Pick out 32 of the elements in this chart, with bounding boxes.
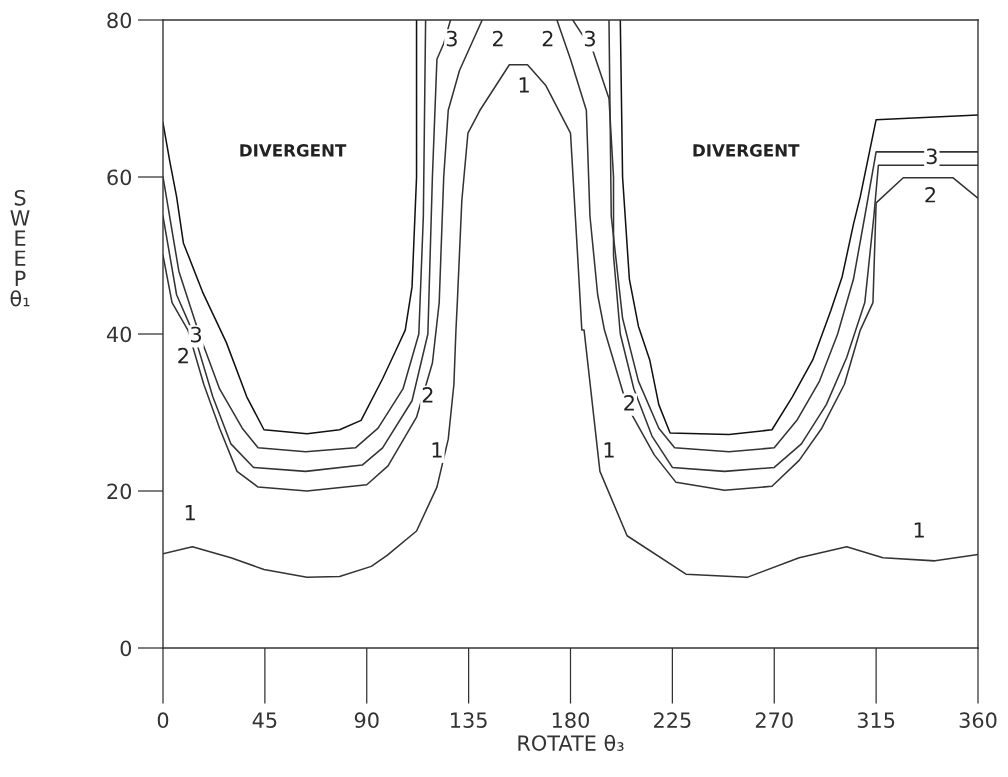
annotation: 1 (519, 77, 529, 93)
y-tick-label: 0 (120, 640, 132, 657)
annotation: 2 (624, 394, 634, 411)
x-tick-label: 135 (451, 712, 487, 729)
y-tick-label: 20 (107, 483, 132, 500)
y-tick-label: 80 (107, 12, 132, 29)
annotation: 1 (914, 522, 924, 538)
annotation: 1 (432, 442, 442, 458)
x-tick-label: 315 (857, 712, 895, 729)
annotation: 3 (926, 148, 937, 165)
annotation: 3 (584, 30, 595, 47)
x-tick-label: 225 (654, 712, 691, 729)
y-axis-title: SWEEP θ₁ (10, 189, 30, 307)
annotation: 2 (925, 186, 935, 203)
annotation: 2 (178, 347, 188, 364)
annotation: DIVERGENT (240, 144, 347, 157)
y-tick-label: 40 (106, 326, 132, 343)
x-tick-label: 180 (552, 712, 589, 729)
x-axis-title: ROTATE θ₃ (518, 734, 624, 751)
annotation: 3 (446, 30, 457, 47)
annotation: 1 (604, 442, 614, 458)
annotation: 1 (185, 505, 195, 521)
x-tick-label: 360 (959, 712, 997, 729)
annotation: 2 (422, 387, 433, 403)
x-tick-label: 0 (157, 712, 169, 729)
annotation: DIVERGENT (693, 144, 800, 157)
annotation: 2 (542, 30, 553, 47)
x-tick-label: 90 (354, 712, 379, 729)
annotation: 2 (492, 30, 503, 47)
x-tick-label: 45 (252, 712, 277, 729)
y-tick-label: 60 (107, 169, 132, 186)
x-tick-label: 270 (755, 712, 793, 729)
